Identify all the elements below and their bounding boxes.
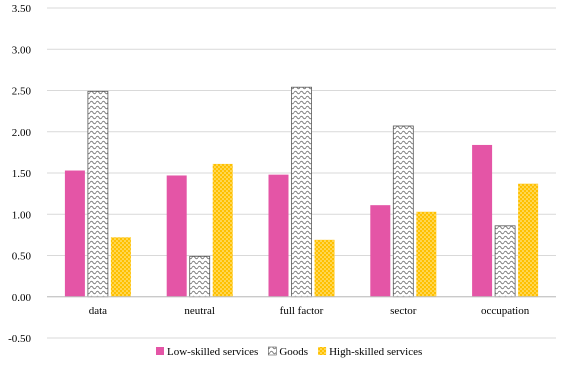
bar-high-skilled-services-4 <box>518 183 539 297</box>
legend-label: High-skilled services <box>329 346 422 358</box>
y-tick-label: -0.50 <box>8 333 31 345</box>
category-labels: data neutral full factor sector occupation <box>89 305 530 317</box>
bar-high-skilled-services-0 <box>110 237 131 297</box>
category-label: full factor <box>280 305 324 317</box>
bar-high-skilled-services-3 <box>416 211 437 297</box>
legend-swatch <box>268 346 277 356</box>
legend-label: Low-skilled services <box>167 346 258 358</box>
bar-low-skilled-services-4 <box>472 144 493 297</box>
category-label: sector <box>390 305 417 317</box>
category-label: neutral <box>184 305 215 317</box>
bar-low-skilled-services-1 <box>166 175 187 297</box>
y-tick-label: 1.50 <box>12 168 32 180</box>
y-tick-label: 3.50 <box>12 3 32 15</box>
bar-goods-2 <box>291 86 312 298</box>
bar-goods-3 <box>392 125 414 298</box>
category-label: data <box>89 305 107 317</box>
legend-swatch <box>156 347 164 355</box>
bars <box>64 86 539 298</box>
bar-goods-0 <box>87 90 109 298</box>
bar-low-skilled-services-2 <box>268 174 289 297</box>
y-tick-label: 2.50 <box>12 86 32 98</box>
legend-swatch <box>318 347 327 355</box>
bar-low-skilled-services-3 <box>370 205 391 297</box>
y-tick-label: 3.00 <box>12 44 32 56</box>
y-tick-label: 0.50 <box>12 251 32 263</box>
bar-high-skilled-services-1 <box>212 163 233 297</box>
y-axis-ticks: -0.50 0.00 0.50 1.00 1.50 2.00 2.50 3.00 3.50 <box>8 3 31 345</box>
legend: Low-skilled services Goods High-skilled se… <box>156 346 422 358</box>
legend-label: Goods <box>279 346 308 358</box>
y-tick-label: 2.00 <box>12 127 32 139</box>
bar-low-skilled-services-0 <box>64 170 85 297</box>
bar-goods-1 <box>189 255 211 298</box>
y-tick-label: 1.00 <box>12 209 32 221</box>
category-label: occupation <box>481 305 530 317</box>
bar-high-skilled-services-2 <box>314 239 335 297</box>
bar-goods-4 <box>494 225 516 298</box>
y-tick-label: 0.00 <box>12 292 32 304</box>
